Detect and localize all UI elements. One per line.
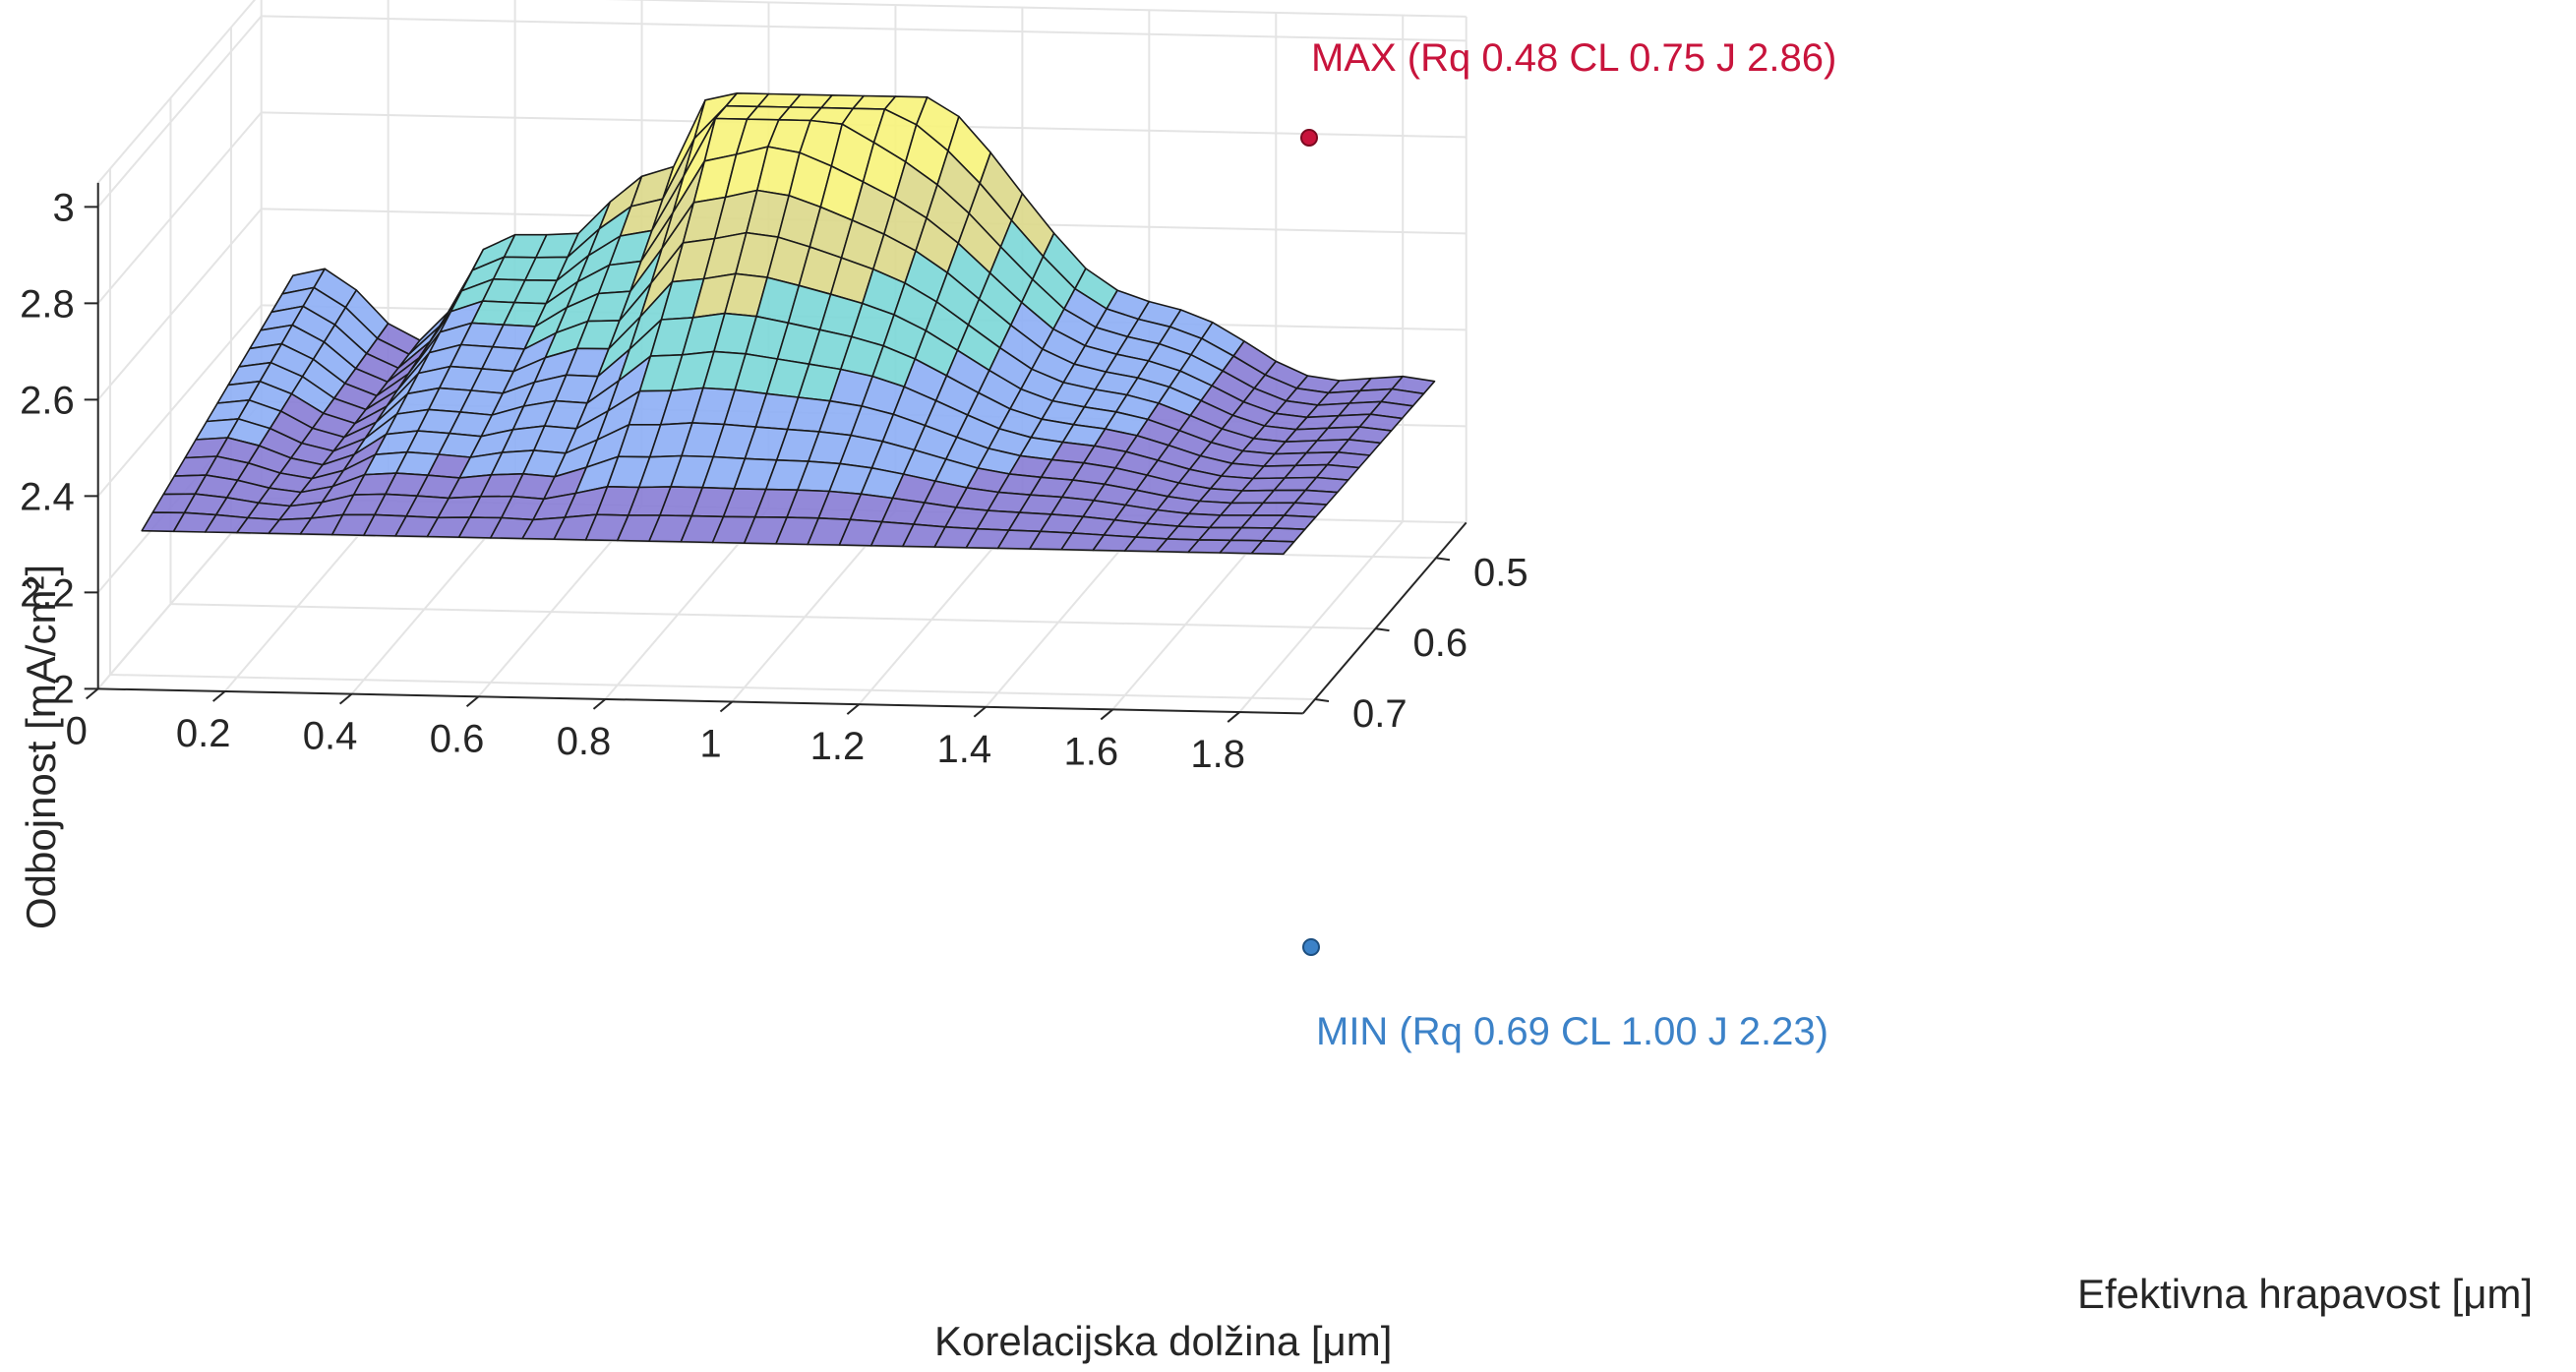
x-tick-mark [212,690,226,702]
x-tick-mark [973,706,987,718]
x-tick-label: 0.8 [557,720,612,763]
x-axis-label: Korelacijska dolžina [μm] [934,1318,1392,1364]
grid-line [96,208,263,401]
z-axis-label: Odbojnost [mA/cm²] [18,565,64,929]
grid-line [1238,520,1404,713]
x-tick-label: 1 [699,723,721,766]
surface-plot [141,92,1436,556]
y-tick-mark [1375,627,1390,632]
box-edge [96,0,257,184]
y-axis-line [1301,521,1468,715]
x-tick-mark [1227,711,1240,723]
y-tick-label: 0.6 [1412,622,1468,665]
tick-labels: 0 0.2 0.4 0.6 0.8 1 1.2 1.4 1.6 1.80.50.60.722.22… [20,186,1528,776]
surface-cell [1250,539,1295,556]
grid-line [261,15,1467,42]
y-tick-mark [1435,557,1451,562]
z-tick-label: 3 [52,186,74,229]
x-tick-mark [86,687,99,700]
x-tick-mark [592,698,607,710]
z-tick-label: 2.6 [20,379,75,422]
z-tick-label: 2 [52,668,74,711]
grid-line [109,674,1316,700]
x-tick-label: 1.6 [1063,730,1118,773]
z-tick-label: 2.8 [20,282,75,326]
x-tick-mark [719,700,734,713]
x-tick-label: 1.4 [937,728,992,771]
x-tick-mark [465,695,480,708]
y-axis-label: Efektivna hrapavost [μm] [2077,1271,2533,1317]
max-annotation: MAX (Rq 0.48 CL 0.75 J 2.86) [1311,36,1836,80]
min-marker [1302,938,1320,956]
x-tick-label: 0.4 [303,715,358,758]
x-tick-label: 0.2 [176,712,231,755]
x-tick-label: 1.8 [1190,733,1245,776]
z-tick-label: 2.4 [20,475,75,518]
axes-lines [84,182,1468,723]
x-tick-mark [338,692,353,705]
x-axis-line [97,687,1303,715]
box-edge [605,0,1467,18]
min-annotation: MIN (Rq 0.69 CL 1.00 J 2.23) [1316,1010,1828,1053]
max-marker [1300,129,1318,147]
x-tick-label: 1.2 [810,725,866,768]
y-tick-label: 0.7 [1352,692,1408,736]
x-tick-mark [1100,708,1113,721]
grid-line [96,15,263,209]
z-tick-label: 2.2 [20,571,75,615]
x-tick-label: 0 [66,709,88,752]
grid-line [170,603,1376,630]
x-tick-label: 0.6 [430,717,485,760]
y-tick-label: 0.5 [1473,551,1528,594]
y-tick-mark [1314,698,1330,702]
grid-line [96,111,263,305]
grid-line [96,304,263,498]
x-tick-mark [846,703,861,715]
